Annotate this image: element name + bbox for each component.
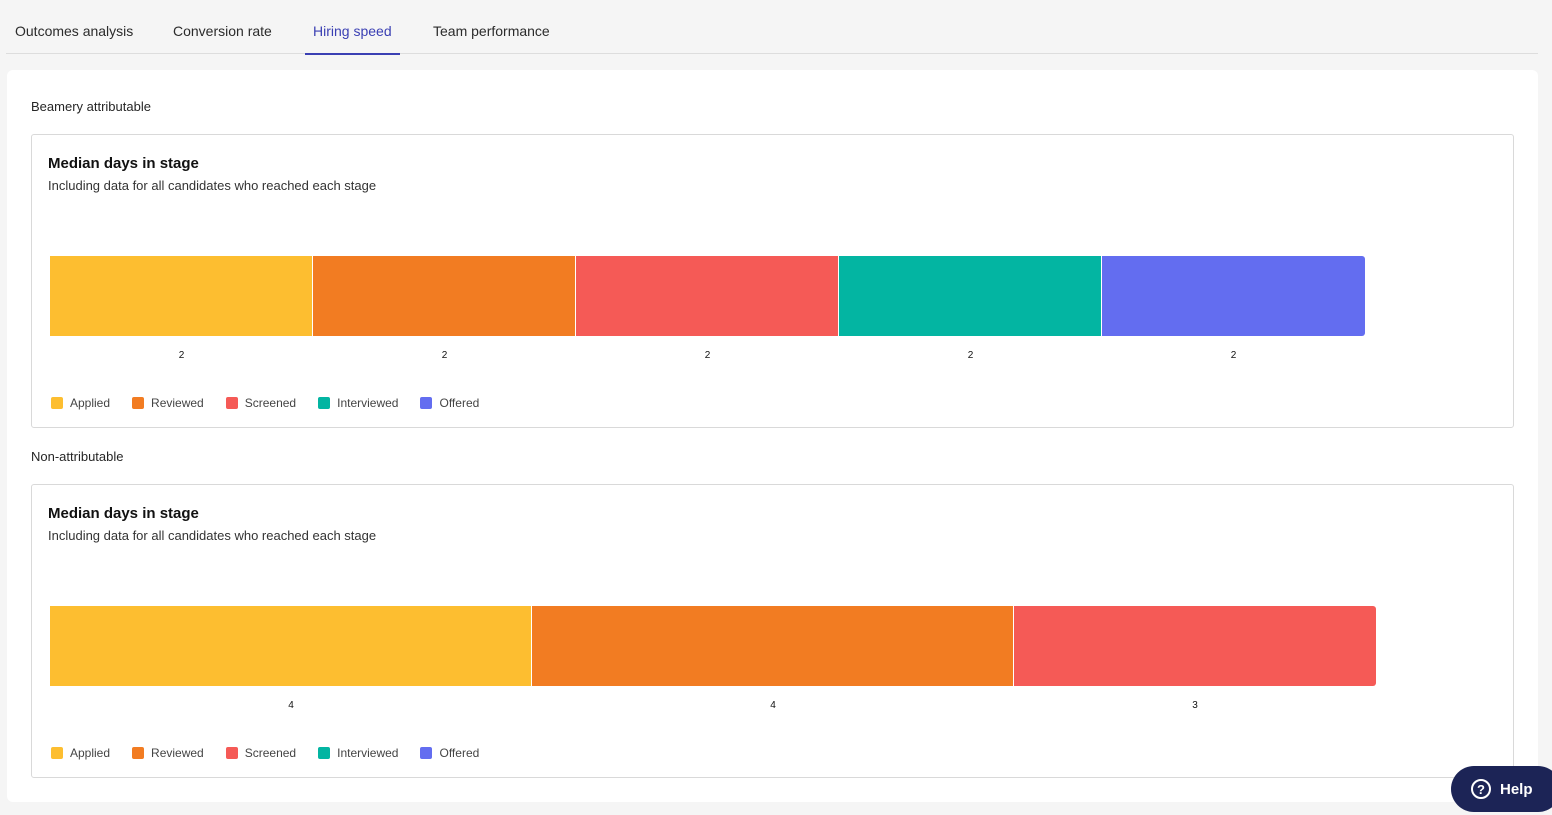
legend-label: Reviewed xyxy=(151,396,204,410)
legend-swatch xyxy=(132,397,145,409)
tab-team-performance[interactable]: Team performance xyxy=(433,23,550,39)
help-button[interactable]: ? Help xyxy=(1451,766,1552,812)
legend-label: Applied xyxy=(70,746,111,760)
bar-segment-reviewed[interactable] xyxy=(532,606,1014,686)
section-label-attributable: Beamery attributable xyxy=(31,99,151,114)
chart-title: Median days in stage xyxy=(48,155,199,172)
chart-subtitle: Including data for all candidates who re… xyxy=(48,528,377,543)
chart-card-non-attributable: Median days in stage Including data for … xyxy=(31,484,1514,778)
chart-legend: Applied Reviewed Screened Interviewed Offere… xyxy=(51,746,501,760)
bar-value-label: 4 xyxy=(288,700,294,711)
bar-segment-applied[interactable] xyxy=(50,256,313,336)
bar-value-label: 2 xyxy=(967,350,974,361)
legend-swatch xyxy=(51,397,63,409)
stacked-bar xyxy=(50,256,1365,336)
stacked-bar xyxy=(50,606,1376,686)
help-label: Help xyxy=(1500,780,1533,798)
tab-bar: Outcomes analysis Conversion rate Hiring… xyxy=(6,0,1538,55)
bar-value-label: 2 xyxy=(178,350,185,361)
legend-item-screened[interactable]: Screened xyxy=(225,746,297,760)
content-panel: Beamery attributable Median days in stag… xyxy=(7,70,1538,802)
legend-swatch xyxy=(318,747,331,759)
legend-item-applied[interactable]: Applied xyxy=(51,746,110,760)
bar-segment-interviewed[interactable] xyxy=(839,256,1102,336)
legend-item-reviewed[interactable]: Reviewed xyxy=(132,396,204,410)
legend-label: Reviewed xyxy=(151,746,204,760)
legend-item-offered[interactable]: Offered xyxy=(420,396,479,410)
bar-value-label: 2 xyxy=(704,350,711,361)
legend-label: Interviewed xyxy=(337,396,399,410)
question-circle-icon: ? xyxy=(1471,779,1491,799)
legend-label: Offered xyxy=(439,746,480,760)
legend-label: Interviewed xyxy=(337,746,399,760)
bar-value-label: 2 xyxy=(441,350,448,361)
chart-title: Median days in stage xyxy=(48,505,199,522)
legend-swatch xyxy=(132,747,145,759)
bar-segment-applied[interactable] xyxy=(50,606,532,686)
legend-swatch xyxy=(225,397,238,409)
section-label-non-attributable: Non-attributable xyxy=(31,449,124,464)
bar-value-label: 3 xyxy=(1192,700,1198,711)
tab-conversion-rate[interactable]: Conversion rate xyxy=(173,23,272,39)
tab-outcomes-analysis[interactable]: Outcomes analysis xyxy=(15,23,134,39)
legend-item-applied[interactable]: Applied xyxy=(51,396,110,410)
legend-item-screened[interactable]: Screened xyxy=(225,396,297,410)
legend-item-offered[interactable]: Offered xyxy=(420,746,479,760)
bar-segment-reviewed[interactable] xyxy=(313,256,576,336)
bar-segment-offered[interactable] xyxy=(1102,256,1365,336)
legend-swatch xyxy=(420,397,433,409)
chart-card-attributable: Median days in stage Including data for … xyxy=(31,134,1514,428)
legend-swatch xyxy=(225,747,238,759)
legend-swatch xyxy=(51,747,63,759)
bar-segment-screened[interactable] xyxy=(1014,606,1376,686)
legend-label: Screened xyxy=(244,746,297,760)
legend-swatch xyxy=(420,747,433,759)
chart-legend: Applied Reviewed Screened Interviewed Offere… xyxy=(51,396,501,410)
legend-label: Applied xyxy=(70,396,111,410)
legend-item-interviewed[interactable]: Interviewed xyxy=(318,746,398,760)
bar-value-label: 2 xyxy=(1230,350,1237,361)
legend-label: Offered xyxy=(439,396,480,410)
legend-item-reviewed[interactable]: Reviewed xyxy=(132,746,204,760)
bar-segment-screened[interactable] xyxy=(576,256,839,336)
tab-hiring-speed[interactable]: Hiring speed xyxy=(305,0,400,55)
legend-swatch xyxy=(318,397,331,409)
chart-subtitle: Including data for all candidates who re… xyxy=(48,178,377,193)
legend-item-interviewed[interactable]: Interviewed xyxy=(318,396,398,410)
legend-label: Screened xyxy=(244,396,297,410)
bar-value-label: 4 xyxy=(770,700,776,711)
